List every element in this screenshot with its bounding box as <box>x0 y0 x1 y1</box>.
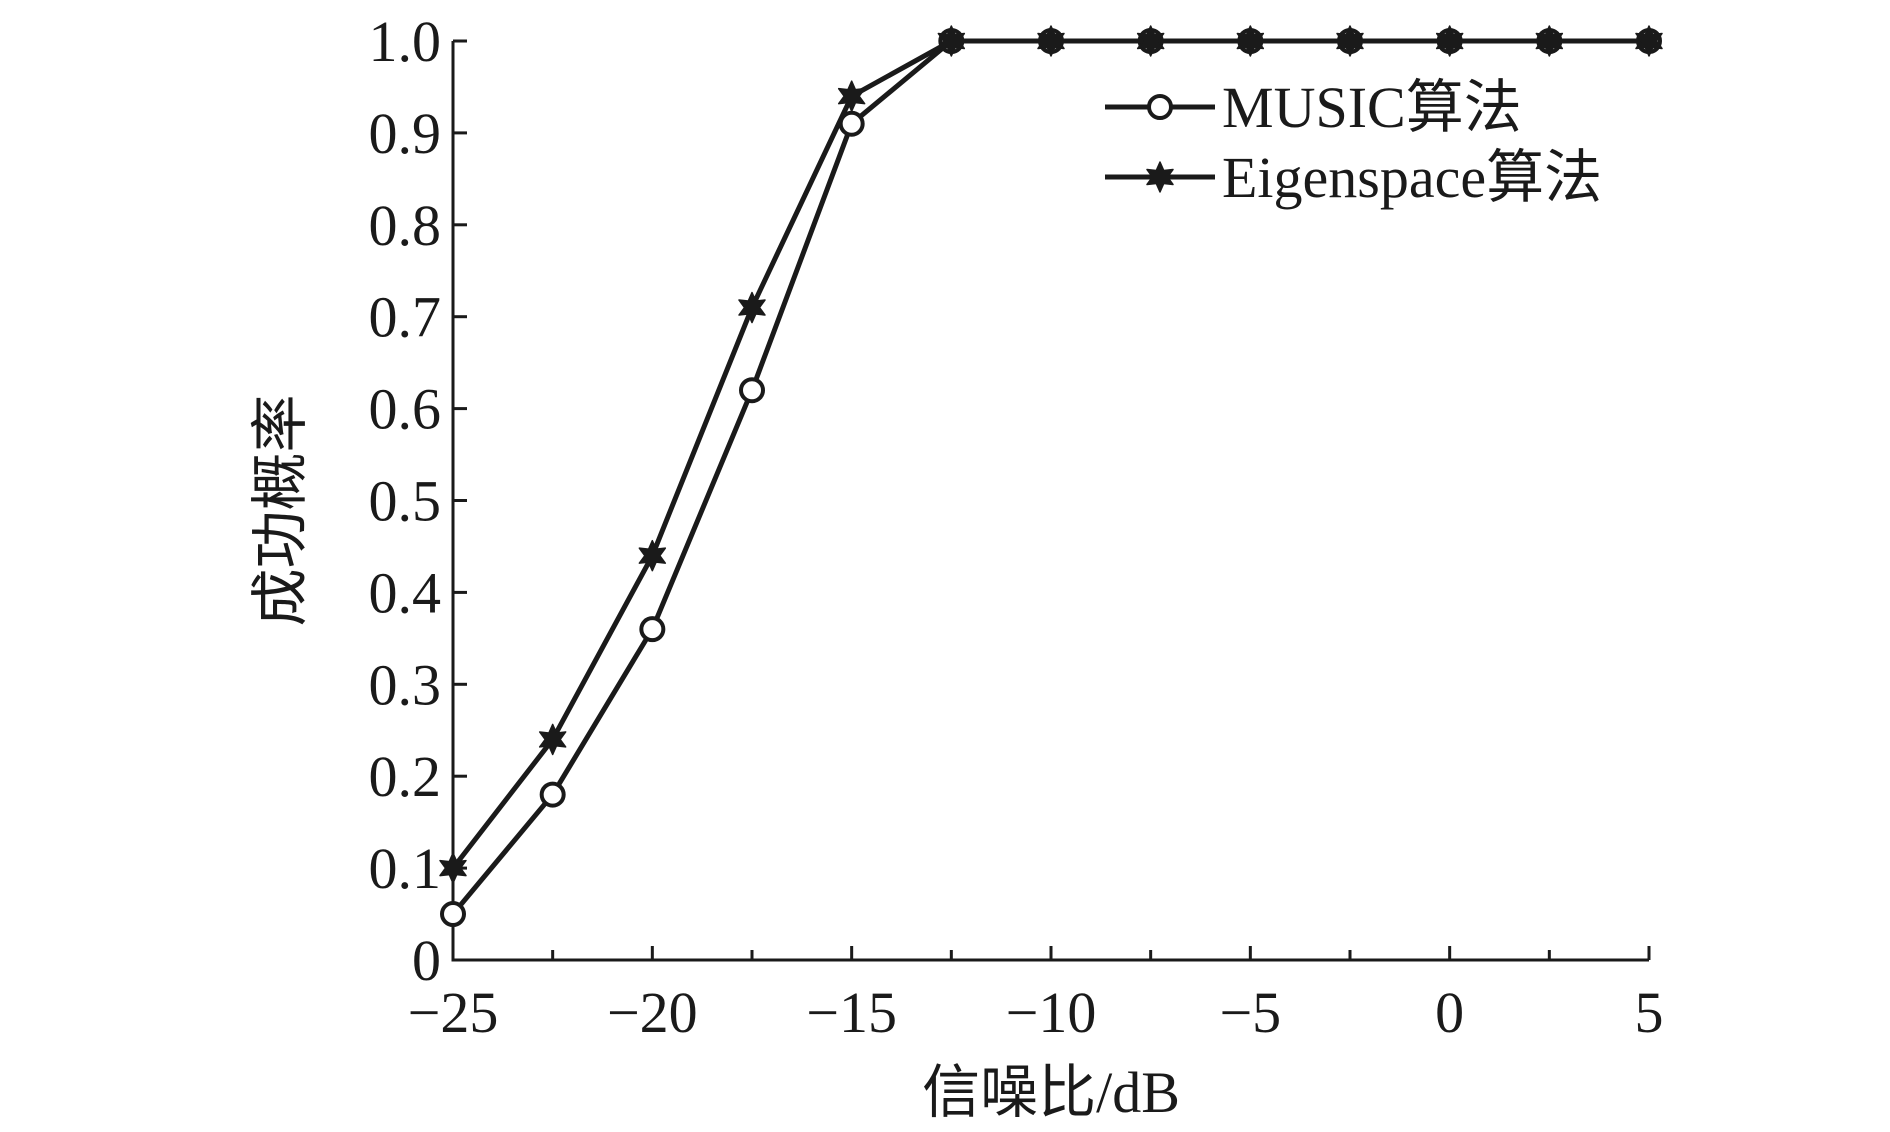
eigenspace-series-point <box>1635 25 1663 57</box>
y-tick-label: 0.8 <box>369 193 442 258</box>
y-tick-label: 0.4 <box>369 560 442 625</box>
eigenspace-series <box>439 25 1663 884</box>
y-tick-label: 0.7 <box>369 285 442 350</box>
legend-eigenspace: Eigenspace算法 <box>1105 145 1602 210</box>
series-layer <box>439 25 1663 928</box>
eigenspace-series-point <box>837 80 866 112</box>
eigenspace-series-point <box>937 25 966 57</box>
legend-eigenspace-label: Eigenspace算法 <box>1222 145 1602 210</box>
eigenspace-series-point <box>538 723 567 756</box>
x-tick-label: −25 <box>408 980 499 1045</box>
y-tick-label: 0.2 <box>369 744 442 809</box>
music-series-point <box>539 781 566 808</box>
x-tick-label: −10 <box>1006 980 1097 1045</box>
music-series-point <box>739 377 765 404</box>
y-tick-label: 0.3 <box>369 652 442 717</box>
y-tick-label: 0.6 <box>369 377 442 442</box>
eigenspace-series-point <box>1336 25 1364 57</box>
eigenspace-series-point <box>1136 25 1165 57</box>
legend-eigenspace-swatch-point <box>1146 161 1174 193</box>
x-axis-title: 信噪比/dB <box>922 1060 1180 1125</box>
y-tick-label: 0.1 <box>369 836 442 901</box>
x-tick-label: −20 <box>607 980 698 1045</box>
eigenspace-series-point <box>638 539 667 572</box>
y-tick-label: 1.0 <box>369 9 442 74</box>
eigenspace-series-point <box>439 852 467 884</box>
x-tick-label: −5 <box>1219 980 1281 1045</box>
y-tick-label: 0.5 <box>369 469 442 534</box>
eigenspace-series-point <box>1236 25 1265 57</box>
x-tick-label: 0 <box>1435 980 1464 1045</box>
x-tick-label: −15 <box>806 980 897 1045</box>
y-axis-title: 成功概率 <box>248 394 313 626</box>
music-series-point <box>440 901 466 928</box>
eigenspace-series-point <box>1037 25 1065 57</box>
y-tick-label: 0.9 <box>369 101 442 166</box>
eigenspace-series-point <box>1535 25 1564 57</box>
legend-music: MUSIC算法 <box>1105 75 1522 140</box>
axes: 0 0.1 0.2 0.3 0.4 0.5 0.6 0.7 0.8 0.9 1.0 −25 −20 −15… <box>369 9 1664 1045</box>
eigenspace-series-point <box>738 291 766 324</box>
eigenspace-series-point <box>1435 25 1464 57</box>
y-tick-label: 0 <box>412 928 441 993</box>
legend-music-label: MUSIC算法 <box>1222 75 1522 140</box>
legend-music-swatch-point <box>1147 94 1173 120</box>
x-tick-label: 5 <box>1635 980 1664 1045</box>
music-series-point <box>639 616 666 643</box>
